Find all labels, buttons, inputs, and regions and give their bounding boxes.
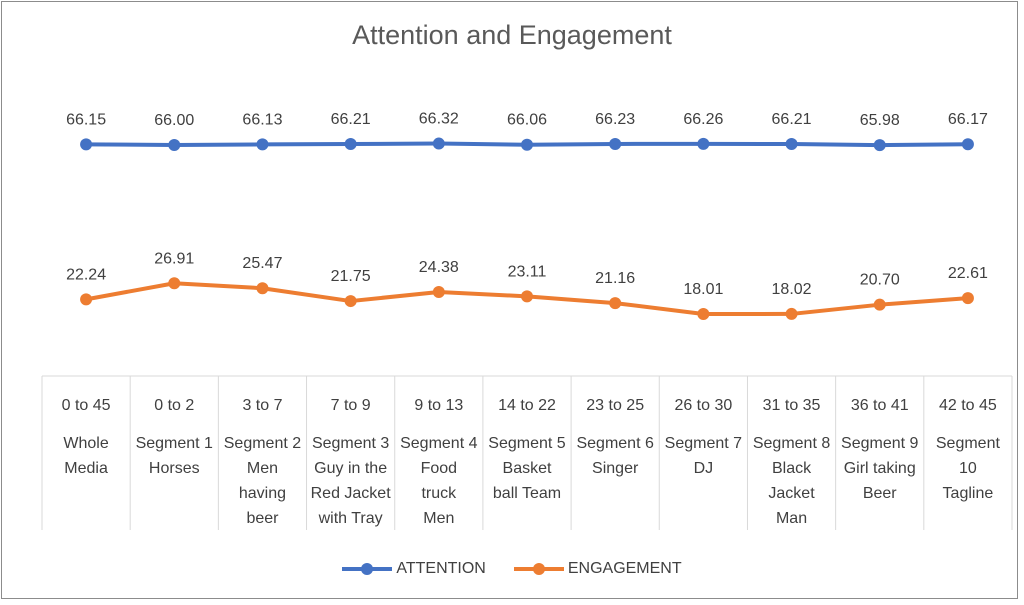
x-tick-category-label: Segment 4	[400, 435, 477, 452]
data-label-attention: 66.15	[66, 111, 106, 128]
x-tick-category-label: Beer	[863, 485, 897, 502]
x-tick-category-label: having	[239, 485, 286, 502]
x-tick-range-label: 26 to 30	[674, 397, 732, 414]
data-point-engagement	[168, 277, 181, 290]
x-tick-category-label: Media	[64, 460, 108, 477]
data-point-attention	[697, 137, 710, 150]
x-tick-category-label: Segment 9	[841, 435, 918, 452]
x-tick-category-label: Segment 5	[488, 435, 565, 452]
x-tick-category-label: Segment 2	[224, 435, 301, 452]
x-tick-category-label: Men	[423, 510, 454, 527]
legend-label-attention: ATTENTION	[396, 560, 486, 577]
data-point-attention	[961, 138, 974, 151]
x-tick-range-label: 23 to 25	[586, 397, 644, 414]
data-point-attention	[168, 139, 181, 151]
data-label-engagement: 26.91	[154, 250, 194, 267]
data-label-engagement: 25.47	[242, 255, 282, 272]
x-tick-category-label: DJ	[694, 460, 714, 477]
data-point-attention	[521, 138, 533, 151]
legend-label-engagement: ENGAGEMENT	[567, 560, 682, 577]
x-tick-category-label: Tagline	[943, 485, 994, 502]
data-label-engagement: 23.11	[508, 263, 547, 280]
x-tick-category-label: Red Jacket	[311, 485, 392, 502]
x-tick-category-label: with Tray	[318, 510, 383, 527]
legend: ATTENTION ENGAGEMENT	[0, 560, 1024, 578]
data-point-engagement	[961, 292, 974, 305]
data-label-attention: 66.21	[772, 111, 812, 128]
x-tick-range-label: 0 to 45	[62, 397, 111, 414]
x-tick-category-label: Whole	[63, 435, 108, 452]
x-tick-category-label: Segment 7	[665, 435, 742, 452]
x-tick-category-label: Segment 1	[136, 435, 213, 452]
x-tick-category-label: Girl taking	[844, 460, 916, 477]
data-point-engagement	[609, 297, 622, 310]
x-tick-category-label: Jacket	[768, 485, 815, 502]
x-tick-category-label: Guy in the	[314, 460, 387, 477]
data-point-attention	[609, 137, 622, 150]
data-point-attention	[785, 138, 798, 151]
x-tick-category-label: Black	[772, 460, 812, 477]
x-tick-category-label: Food	[421, 460, 457, 477]
data-label-engagement: 20.70	[860, 272, 900, 289]
data-point-engagement	[697, 307, 710, 320]
data-label-attention: 66.00	[154, 112, 194, 129]
x-tick-range-label: 14 to 22	[498, 397, 556, 414]
data-label-engagement: 22.61	[948, 265, 988, 282]
data-point-engagement	[521, 290, 533, 303]
data-label-attention: 66.21	[331, 111, 371, 128]
x-tick-category-label: Segment 6	[576, 435, 653, 452]
x-tick-range-label: 7 to 9	[331, 397, 371, 414]
x-tick-range-label: 0 to 2	[154, 397, 194, 414]
data-label-attention: 66.13	[242, 111, 282, 128]
data-label-attention: 66.32	[419, 111, 459, 128]
x-tick-category-label: Men	[247, 460, 278, 477]
chart-title: Attention and Engagement	[352, 20, 672, 50]
x-tick-category-label: beer	[246, 510, 279, 527]
legend-marker-engagement	[513, 563, 564, 575]
data-label-attention: 66.06	[507, 112, 547, 129]
x-tick-range-label: 3 to 7	[242, 397, 282, 414]
data-label-attention: 66.23	[595, 111, 635, 128]
legend-item-attention: ATTENTION	[342, 560, 486, 578]
data-point-attention	[80, 138, 93, 151]
x-tick-range-label: 42 to 45	[939, 397, 997, 414]
x-tick-category-label: Segment	[936, 435, 1001, 452]
x-tick-range-label: 36 to 41	[851, 397, 909, 414]
data-point-engagement	[785, 307, 798, 320]
x-tick-category-label: Horses	[149, 460, 200, 477]
legend-marker-attention	[342, 563, 393, 575]
x-tick-category-label: Segment 3	[312, 435, 389, 452]
data-point-engagement	[80, 293, 93, 306]
data-label-attention: 66.17	[948, 111, 988, 128]
x-tick-range-label: 9 to 13	[414, 397, 463, 414]
data-point-engagement	[432, 285, 445, 298]
x-tick-category-label: 10	[959, 460, 977, 477]
data-point-engagement	[344, 295, 357, 308]
data-point-engagement	[256, 282, 269, 295]
x-tick-category-label: Singer	[592, 460, 639, 477]
data-label-engagement: 21.16	[595, 270, 635, 287]
data-label-engagement: 18.01	[683, 281, 723, 298]
x-tick-category-label: Segment 8	[753, 435, 830, 452]
x-tick-range-label: 31 to 35	[763, 397, 821, 414]
data-point-attention	[432, 137, 445, 150]
data-label-engagement: 21.75	[331, 268, 371, 285]
data-label-engagement: 18.02	[772, 281, 812, 298]
data-point-attention	[873, 139, 886, 152]
x-tick-category-label: Man	[776, 510, 807, 527]
data-label-engagement: 22.24	[66, 266, 106, 283]
line-chart: 0 to 45 Whole Media 0 to 2 Segment 1 Horses 3 …	[41, 111, 1013, 530]
x-tick-category-label: truck	[421, 485, 457, 502]
data-point-attention	[344, 138, 357, 151]
data-point-engagement	[873, 298, 886, 311]
data-label-attention: 65.98	[860, 112, 900, 129]
legend-item-engagement: ENGAGEMENT	[513, 560, 682, 578]
data-label-engagement: 24.38	[419, 259, 459, 276]
x-tick-category-label: Basket	[503, 460, 552, 477]
data-point-attention	[256, 138, 269, 151]
x-tick-category-label: ball Team	[493, 485, 561, 502]
data-label-attention: 66.26	[683, 111, 723, 128]
